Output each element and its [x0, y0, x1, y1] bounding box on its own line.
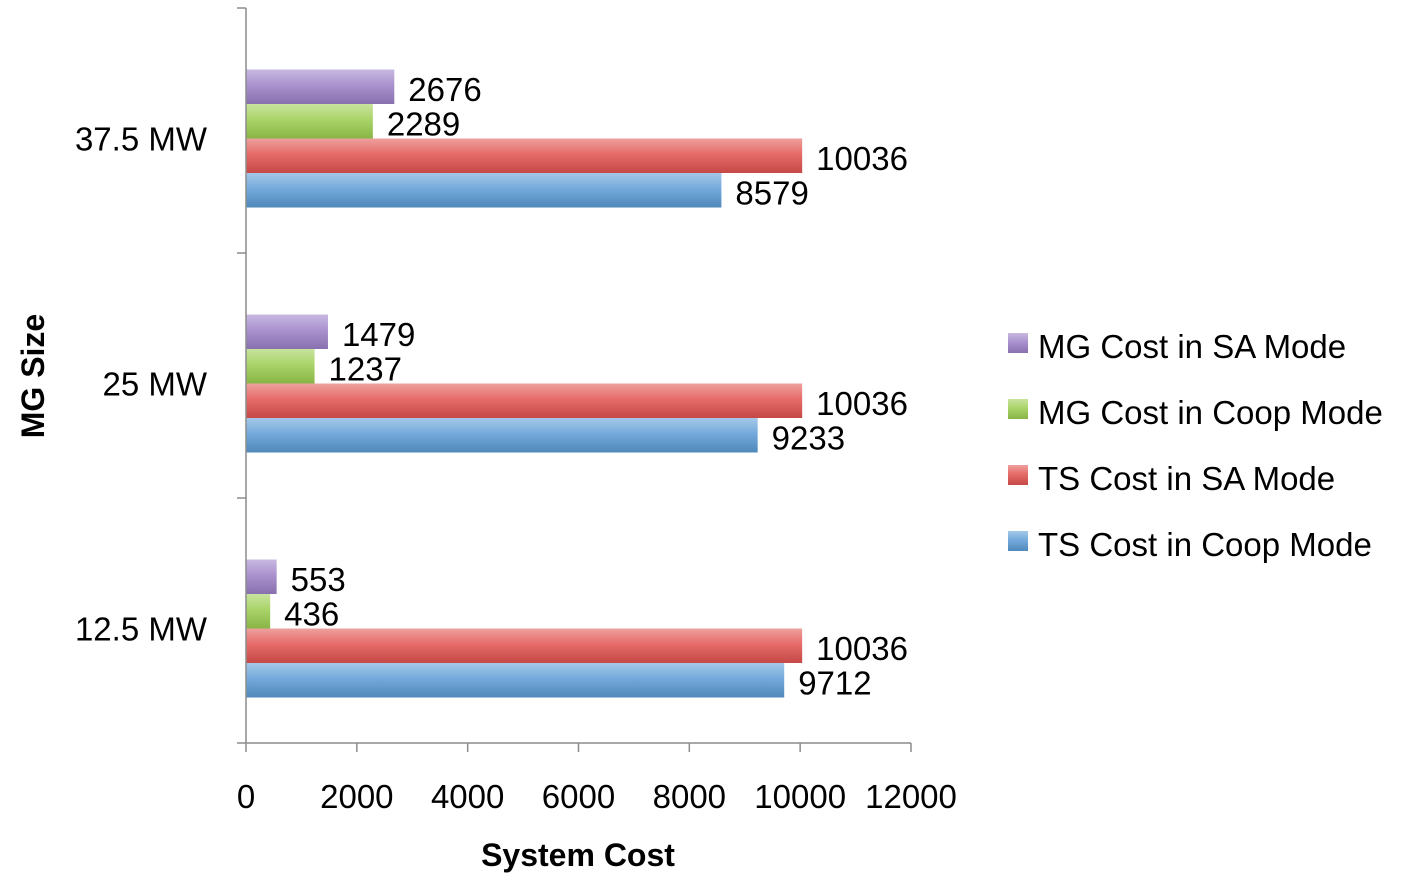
bar-ts-cost-in-sa-mode-37-5-mw [246, 138, 803, 173]
data-label-ts-cost-in-coop-mode-25-mw: 9233 [772, 420, 845, 457]
legend: MG Cost in SA Mode MG Cost in Coop Mode TS… [1008, 328, 1383, 563]
y-tick-label-12-5-mw: 12.5 MW [75, 611, 208, 648]
bar-mg-cost-in-coop-mode-12-5-mw [246, 594, 271, 629]
bar-mg-cost-in-sa-mode-25-mw [246, 314, 328, 349]
bar-ts-cost-in-sa-mode-25-mw [246, 383, 803, 418]
legend-swatch-mg-cost-in-coop-mode [1008, 399, 1028, 419]
data-label-mg-cost-in-sa-mode-25-mw: 1479 [342, 316, 415, 353]
x-tick-label-0: 0 [237, 778, 255, 815]
data-label-ts-cost-in-coop-mode-37-5-mw: 8579 [735, 175, 808, 212]
x-tick-label-12000: 12000 [865, 778, 957, 815]
data-label-mg-cost-in-sa-mode-12-5-mw: 553 [291, 561, 346, 598]
data-label-mg-cost-in-coop-mode-12-5-mw: 436 [284, 596, 339, 633]
legend-label-mg-cost-in-coop-mode: MG Cost in Coop Mode [1038, 394, 1383, 431]
legend-label-mg-cost-in-sa-mode: MG Cost in SA Mode [1038, 328, 1346, 365]
x-tick-label-6000: 6000 [542, 778, 615, 815]
data-label-mg-cost-in-coop-mode-25-mw: 1237 [329, 351, 402, 388]
bar-ts-cost-in-coop-mode-25-mw [246, 418, 758, 453]
legend-label-ts-cost-in-sa-mode: TS Cost in SA Mode [1038, 460, 1335, 497]
data-label-ts-cost-in-sa-mode-25-mw: 10036 [816, 385, 908, 422]
data-label-mg-cost-in-sa-mode-37-5-mw: 2676 [408, 71, 481, 108]
x-axis-title: System Cost [481, 837, 675, 873]
plot-area: 9712100364365539233100361237147985791003… [246, 69, 908, 702]
y-axis-title: MG Size [15, 314, 51, 438]
legend-label-ts-cost-in-coop-mode: TS Cost in Coop Mode [1038, 526, 1372, 563]
legend-swatch-ts-cost-in-coop-mode [1008, 531, 1028, 551]
bar-mg-cost-in-coop-mode-37-5-mw [246, 104, 373, 139]
data-label-mg-cost-in-coop-mode-37-5-mw: 2289 [387, 106, 460, 143]
bar-mg-cost-in-sa-mode-37-5-mw [246, 69, 395, 104]
x-tick-label-10000: 10000 [754, 778, 846, 815]
bar-mg-cost-in-coop-mode-25-mw [246, 349, 315, 384]
data-label-ts-cost-in-sa-mode-12-5-mw: 10036 [816, 630, 908, 667]
bar-ts-cost-in-sa-mode-12-5-mw [246, 628, 803, 663]
bar-mg-cost-in-sa-mode-12-5-mw [246, 559, 277, 594]
data-label-ts-cost-in-coop-mode-12-5-mw: 9712 [798, 665, 871, 702]
x-tick-label-8000: 8000 [653, 778, 726, 815]
x-tick-label-4000: 4000 [431, 778, 504, 815]
y-tick-label-37-5-mw: 37.5 MW [75, 121, 208, 158]
bar-ts-cost-in-coop-mode-12-5-mw [246, 663, 785, 698]
bar-ts-cost-in-coop-mode-37-5-mw [246, 173, 722, 208]
axes: 12.5 MW 25 MW 37.5 MW 0 2000 4000 6000 8000 1000… [75, 7, 957, 815]
data-label-ts-cost-in-sa-mode-37-5-mw: 10036 [816, 140, 908, 177]
legend-swatch-mg-cost-in-sa-mode [1008, 333, 1028, 353]
x-tick-label-2000: 2000 [320, 778, 393, 815]
y-tick-label-25-mw: 25 MW [102, 366, 207, 403]
legend-swatch-ts-cost-in-sa-mode [1008, 465, 1028, 485]
